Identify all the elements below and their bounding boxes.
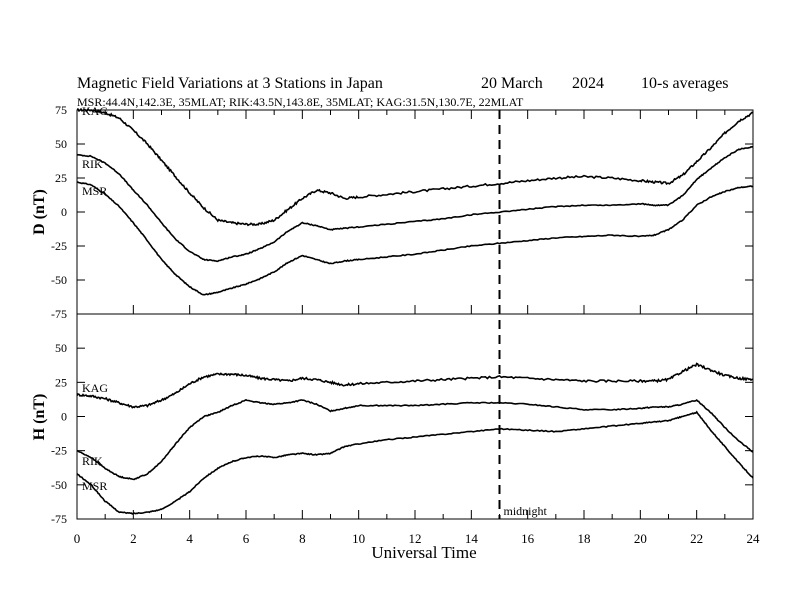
x-tick-label: 18 bbox=[578, 531, 591, 546]
axis-ticks: 0 2 4 6 8 10 12 14 16 18 20 22 247550250-25-50-75502… bbox=[51, 103, 760, 546]
y-tick-label: -75 bbox=[51, 307, 67, 321]
series-line-d-kag bbox=[76, 107, 754, 227]
plot-frame-h bbox=[76, 313, 754, 520]
x-tick-label: 6 bbox=[243, 531, 250, 546]
plot-frame-d bbox=[76, 109, 754, 315]
series-label-msr: MSR bbox=[82, 479, 107, 493]
x-tick-label: 2 bbox=[130, 531, 137, 546]
y-axis-label-h: H (nT) bbox=[31, 394, 48, 441]
y-tick-label: 0 bbox=[61, 205, 67, 219]
chart-year: 2024 bbox=[572, 75, 604, 92]
x-tick-label: 0 bbox=[74, 531, 81, 546]
y-tick-label: 0 bbox=[61, 410, 67, 424]
series-label-msr: MSR bbox=[82, 184, 107, 198]
series-label-rik: RIK bbox=[82, 157, 103, 171]
y-tick-label: -25 bbox=[51, 444, 67, 458]
y-tick-label: 50 bbox=[55, 137, 67, 151]
y-axis-label-d: D (nT) bbox=[31, 189, 48, 235]
y-tick-label: 50 bbox=[55, 341, 67, 355]
chart-title: Magnetic Field Variations at 3 Stations … bbox=[77, 75, 383, 92]
x-tick-label: 16 bbox=[521, 531, 535, 546]
series-line-d-rik bbox=[76, 145, 754, 263]
series-layer: KAG RIK MSR KAG RIK MSR bbox=[76, 104, 754, 515]
series-label-rik: RIK bbox=[82, 454, 103, 468]
midnight-label: midnight bbox=[504, 504, 548, 518]
y-tick-label: 25 bbox=[55, 375, 67, 389]
chart-averaging: 10-s averages bbox=[641, 75, 729, 92]
y-tick-label: -50 bbox=[51, 273, 67, 287]
y-tick-label: 25 bbox=[55, 171, 67, 185]
series-label-kag: KAG bbox=[82, 381, 108, 395]
y-tick-label: -75 bbox=[51, 512, 67, 526]
x-tick-label: 22 bbox=[690, 531, 703, 546]
y-tick-label: -25 bbox=[51, 239, 67, 253]
y-tick-label: -50 bbox=[51, 478, 67, 492]
series-line-h-rik bbox=[76, 398, 754, 481]
x-tick-label: 8 bbox=[299, 531, 306, 546]
series-label-kag: KAG bbox=[82, 104, 108, 118]
x-tick-label: 20 bbox=[634, 531, 647, 546]
x-tick-label: 14 bbox=[465, 531, 479, 546]
x-tick-label: 24 bbox=[747, 531, 761, 546]
x-tick-label: 4 bbox=[186, 531, 193, 546]
y-tick-label: 75 bbox=[55, 103, 67, 117]
series-line-h-msr bbox=[76, 410, 754, 515]
series-line-d-msr bbox=[76, 181, 754, 296]
series-line-h-kag bbox=[76, 362, 754, 409]
chart-subtitle: MSR:44.4N,142.3E, 35MLAT; RIK:43.5N,143.… bbox=[77, 95, 524, 109]
x-axis-label: Universal Time bbox=[371, 543, 476, 562]
x-tick-label: 10 bbox=[352, 531, 365, 546]
chart-date: 20 March bbox=[481, 75, 543, 92]
x-tick-label: 12 bbox=[409, 531, 422, 546]
